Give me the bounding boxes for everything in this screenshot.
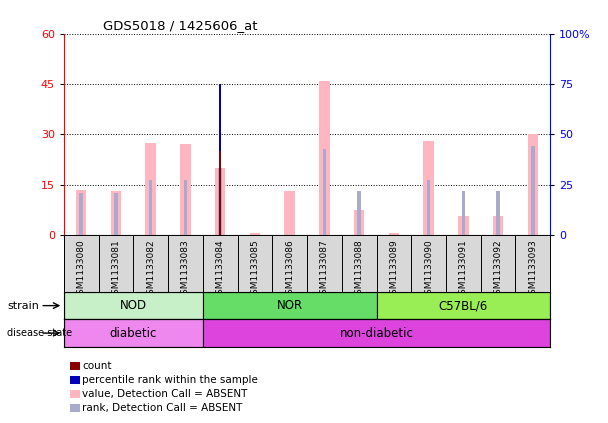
Text: count: count	[82, 361, 112, 371]
Bar	[203, 319, 550, 347]
Bar	[376, 292, 550, 319]
Bar	[458, 216, 469, 235]
Text: NOD: NOD	[120, 299, 147, 312]
Text: NOR: NOR	[277, 299, 303, 312]
Text: GSM1133086: GSM1133086	[285, 239, 294, 300]
Bar	[285, 191, 295, 235]
Bar	[389, 233, 399, 235]
Text: GSM1133093: GSM1133093	[528, 239, 537, 300]
Bar	[461, 191, 465, 235]
Bar	[203, 292, 376, 319]
Bar	[358, 191, 361, 235]
Bar	[215, 168, 226, 235]
Text: C57BL/6: C57BL/6	[439, 299, 488, 312]
Bar	[64, 319, 203, 347]
Bar	[180, 144, 191, 235]
Bar	[80, 193, 83, 235]
Text: GDS5018 / 1425606_at: GDS5018 / 1425606_at	[103, 19, 258, 32]
Bar	[219, 84, 221, 235]
Text: disease state: disease state	[7, 328, 72, 338]
Text: GSM1133081: GSM1133081	[111, 239, 120, 300]
Text: GSM1133087: GSM1133087	[320, 239, 329, 300]
Bar	[114, 193, 118, 235]
Text: rank, Detection Call = ABSENT: rank, Detection Call = ABSENT	[82, 403, 243, 413]
Text: percentile rank within the sample: percentile rank within the sample	[82, 375, 258, 385]
Bar	[493, 216, 503, 235]
Bar	[64, 292, 203, 319]
Text: GSM1133083: GSM1133083	[181, 239, 190, 300]
Bar	[423, 141, 434, 235]
Bar	[427, 179, 430, 235]
Bar	[76, 190, 86, 235]
Bar	[218, 168, 222, 235]
Bar	[496, 191, 500, 235]
Bar	[354, 210, 364, 235]
Text: GSM1133080: GSM1133080	[77, 239, 86, 300]
Bar	[149, 179, 153, 235]
Bar	[111, 191, 121, 235]
Bar	[250, 233, 260, 235]
Bar	[323, 149, 326, 235]
Bar	[219, 84, 221, 151]
Bar	[531, 146, 534, 235]
Text: diabetic: diabetic	[109, 327, 157, 340]
Text: non-diabetic: non-diabetic	[340, 327, 413, 340]
Text: GSM1133092: GSM1133092	[494, 239, 503, 300]
Text: strain: strain	[7, 301, 39, 310]
Bar	[319, 81, 330, 235]
Bar	[528, 135, 538, 235]
Text: GSM1133085: GSM1133085	[250, 239, 260, 300]
Bar	[184, 179, 187, 235]
Text: GSM1133084: GSM1133084	[216, 239, 225, 300]
Bar	[145, 143, 156, 235]
Text: GSM1133089: GSM1133089	[389, 239, 398, 300]
Text: GSM1133090: GSM1133090	[424, 239, 433, 300]
Text: GSM1133082: GSM1133082	[146, 239, 155, 300]
Text: GSM1133091: GSM1133091	[459, 239, 468, 300]
Text: GSM1133088: GSM1133088	[354, 239, 364, 300]
Text: value, Detection Call = ABSENT: value, Detection Call = ABSENT	[82, 389, 247, 399]
